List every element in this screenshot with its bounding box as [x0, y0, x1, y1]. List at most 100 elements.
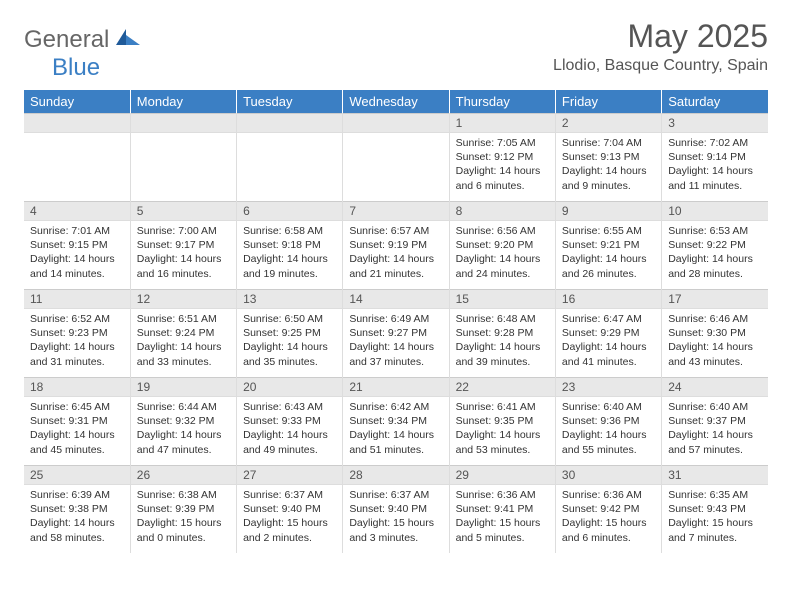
day-number: 11	[24, 289, 130, 309]
day-daylight1: Daylight: 14 hours	[562, 252, 655, 266]
day-number: 6	[237, 201, 342, 221]
day-sunrise: Sunrise: 6:38 AM	[137, 488, 230, 502]
day-daylight2: and 49 minutes.	[243, 443, 336, 457]
day-body: Sunrise: 6:51 AMSunset: 9:24 PMDaylight:…	[131, 309, 236, 372]
day-number: 25	[24, 465, 130, 485]
month-title: May 2025	[553, 18, 768, 55]
day-daylight2: and 58 minutes.	[30, 531, 124, 545]
day-sunrise: Sunrise: 6:51 AM	[137, 312, 230, 326]
calendar-cell: 31Sunrise: 6:35 AMSunset: 9:43 PMDayligh…	[662, 465, 768, 553]
day-body: Sunrise: 6:40 AMSunset: 9:37 PMDaylight:…	[662, 397, 768, 460]
day-sunrise: Sunrise: 7:04 AM	[562, 136, 655, 150]
day-daylight1: Daylight: 14 hours	[137, 428, 230, 442]
day-number: 19	[131, 377, 236, 397]
day-number: 1	[450, 113, 555, 133]
calendar-cell	[343, 113, 449, 201]
day-sunset: Sunset: 9:35 PM	[456, 414, 549, 428]
calendar-cell: 19Sunrise: 6:44 AMSunset: 9:32 PMDayligh…	[130, 377, 236, 465]
day-body	[131, 133, 236, 139]
day-daylight1: Daylight: 14 hours	[456, 252, 549, 266]
day-daylight2: and 31 minutes.	[30, 355, 124, 369]
day-daylight1: Daylight: 15 hours	[668, 516, 762, 530]
day-sunset: Sunset: 9:23 PM	[30, 326, 124, 340]
day-sunrise: Sunrise: 6:53 AM	[668, 224, 762, 238]
day-body: Sunrise: 6:39 AMSunset: 9:38 PMDaylight:…	[24, 485, 130, 548]
day-number: 15	[450, 289, 555, 309]
day-daylight1: Daylight: 14 hours	[349, 428, 442, 442]
day-body: Sunrise: 6:35 AMSunset: 9:43 PMDaylight:…	[662, 485, 768, 548]
calendar-cell: 24Sunrise: 6:40 AMSunset: 9:37 PMDayligh…	[662, 377, 768, 465]
calendar-cell: 4Sunrise: 7:01 AMSunset: 9:15 PMDaylight…	[24, 201, 130, 289]
calendar-cell: 9Sunrise: 6:55 AMSunset: 9:21 PMDaylight…	[555, 201, 661, 289]
day-body: Sunrise: 6:36 AMSunset: 9:41 PMDaylight:…	[450, 485, 555, 548]
weekday-header: Tuesday	[237, 90, 343, 113]
day-number: 3	[662, 113, 768, 133]
day-daylight1: Daylight: 14 hours	[668, 428, 762, 442]
day-daylight2: and 53 minutes.	[456, 443, 549, 457]
calendar-cell: 12Sunrise: 6:51 AMSunset: 9:24 PMDayligh…	[130, 289, 236, 377]
day-number: 12	[131, 289, 236, 309]
calendar-row: 4Sunrise: 7:01 AMSunset: 9:15 PMDaylight…	[24, 201, 768, 289]
day-sunrise: Sunrise: 6:37 AM	[349, 488, 442, 502]
day-sunset: Sunset: 9:34 PM	[349, 414, 442, 428]
day-body: Sunrise: 6:37 AMSunset: 9:40 PMDaylight:…	[237, 485, 342, 548]
calendar-cell	[130, 113, 236, 201]
day-daylight1: Daylight: 14 hours	[562, 340, 655, 354]
day-body: Sunrise: 6:53 AMSunset: 9:22 PMDaylight:…	[662, 221, 768, 284]
day-body: Sunrise: 6:48 AMSunset: 9:28 PMDaylight:…	[450, 309, 555, 372]
day-body: Sunrise: 6:57 AMSunset: 9:19 PMDaylight:…	[343, 221, 448, 284]
calendar-cell: 7Sunrise: 6:57 AMSunset: 9:19 PMDaylight…	[343, 201, 449, 289]
day-sunrise: Sunrise: 6:46 AM	[668, 312, 762, 326]
calendar-cell: 6Sunrise: 6:58 AMSunset: 9:18 PMDaylight…	[237, 201, 343, 289]
day-sunset: Sunset: 9:29 PM	[562, 326, 655, 340]
day-sunset: Sunset: 9:40 PM	[349, 502, 442, 516]
day-sunrise: Sunrise: 6:49 AM	[349, 312, 442, 326]
day-daylight2: and 57 minutes.	[668, 443, 762, 457]
calendar-cell	[237, 113, 343, 201]
day-daylight2: and 19 minutes.	[243, 267, 336, 281]
day-body: Sunrise: 7:02 AMSunset: 9:14 PMDaylight:…	[662, 133, 768, 196]
day-number: 10	[662, 201, 768, 221]
day-sunset: Sunset: 9:36 PM	[562, 414, 655, 428]
day-number: 9	[556, 201, 661, 221]
calendar-cell: 3Sunrise: 7:02 AMSunset: 9:14 PMDaylight…	[662, 113, 768, 201]
day-body: Sunrise: 6:52 AMSunset: 9:23 PMDaylight:…	[24, 309, 130, 372]
day-sunrise: Sunrise: 6:36 AM	[456, 488, 549, 502]
day-sunset: Sunset: 9:21 PM	[562, 238, 655, 252]
calendar-cell: 30Sunrise: 6:36 AMSunset: 9:42 PMDayligh…	[555, 465, 661, 553]
calendar-cell: 13Sunrise: 6:50 AMSunset: 9:25 PMDayligh…	[237, 289, 343, 377]
day-sunset: Sunset: 9:38 PM	[30, 502, 124, 516]
day-number: 5	[131, 201, 236, 221]
day-daylight2: and 0 minutes.	[137, 531, 230, 545]
calendar-cell: 5Sunrise: 7:00 AMSunset: 9:17 PMDaylight…	[130, 201, 236, 289]
day-sunset: Sunset: 9:39 PM	[137, 502, 230, 516]
calendar-cell: 25Sunrise: 6:39 AMSunset: 9:38 PMDayligh…	[24, 465, 130, 553]
day-sunrise: Sunrise: 6:41 AM	[456, 400, 549, 414]
day-number: 31	[662, 465, 768, 485]
day-sunset: Sunset: 9:33 PM	[243, 414, 336, 428]
day-daylight2: and 28 minutes.	[668, 267, 762, 281]
day-daylight1: Daylight: 14 hours	[30, 340, 124, 354]
day-daylight2: and 51 minutes.	[349, 443, 442, 457]
day-daylight1: Daylight: 14 hours	[30, 252, 124, 266]
day-daylight1: Daylight: 14 hours	[243, 340, 336, 354]
day-sunset: Sunset: 9:24 PM	[137, 326, 230, 340]
day-daylight1: Daylight: 14 hours	[349, 340, 442, 354]
day-body: Sunrise: 7:05 AMSunset: 9:12 PMDaylight:…	[450, 133, 555, 196]
day-sunrise: Sunrise: 7:01 AM	[30, 224, 124, 238]
day-daylight2: and 7 minutes.	[668, 531, 762, 545]
calendar-cell: 10Sunrise: 6:53 AMSunset: 9:22 PMDayligh…	[662, 201, 768, 289]
logo-text-blue: Blue	[52, 54, 100, 81]
day-body: Sunrise: 6:55 AMSunset: 9:21 PMDaylight:…	[556, 221, 661, 284]
calendar-cell: 14Sunrise: 6:49 AMSunset: 9:27 PMDayligh…	[343, 289, 449, 377]
calendar-cell: 23Sunrise: 6:40 AMSunset: 9:36 PMDayligh…	[555, 377, 661, 465]
day-body: Sunrise: 6:40 AMSunset: 9:36 PMDaylight:…	[556, 397, 661, 460]
day-number	[343, 113, 448, 133]
day-number: 24	[662, 377, 768, 397]
day-number	[24, 113, 130, 133]
calendar-cell	[24, 113, 130, 201]
day-daylight2: and 24 minutes.	[456, 267, 549, 281]
calendar-cell: 20Sunrise: 6:43 AMSunset: 9:33 PMDayligh…	[237, 377, 343, 465]
logo-text-general: General	[24, 26, 109, 53]
day-sunset: Sunset: 9:20 PM	[456, 238, 549, 252]
